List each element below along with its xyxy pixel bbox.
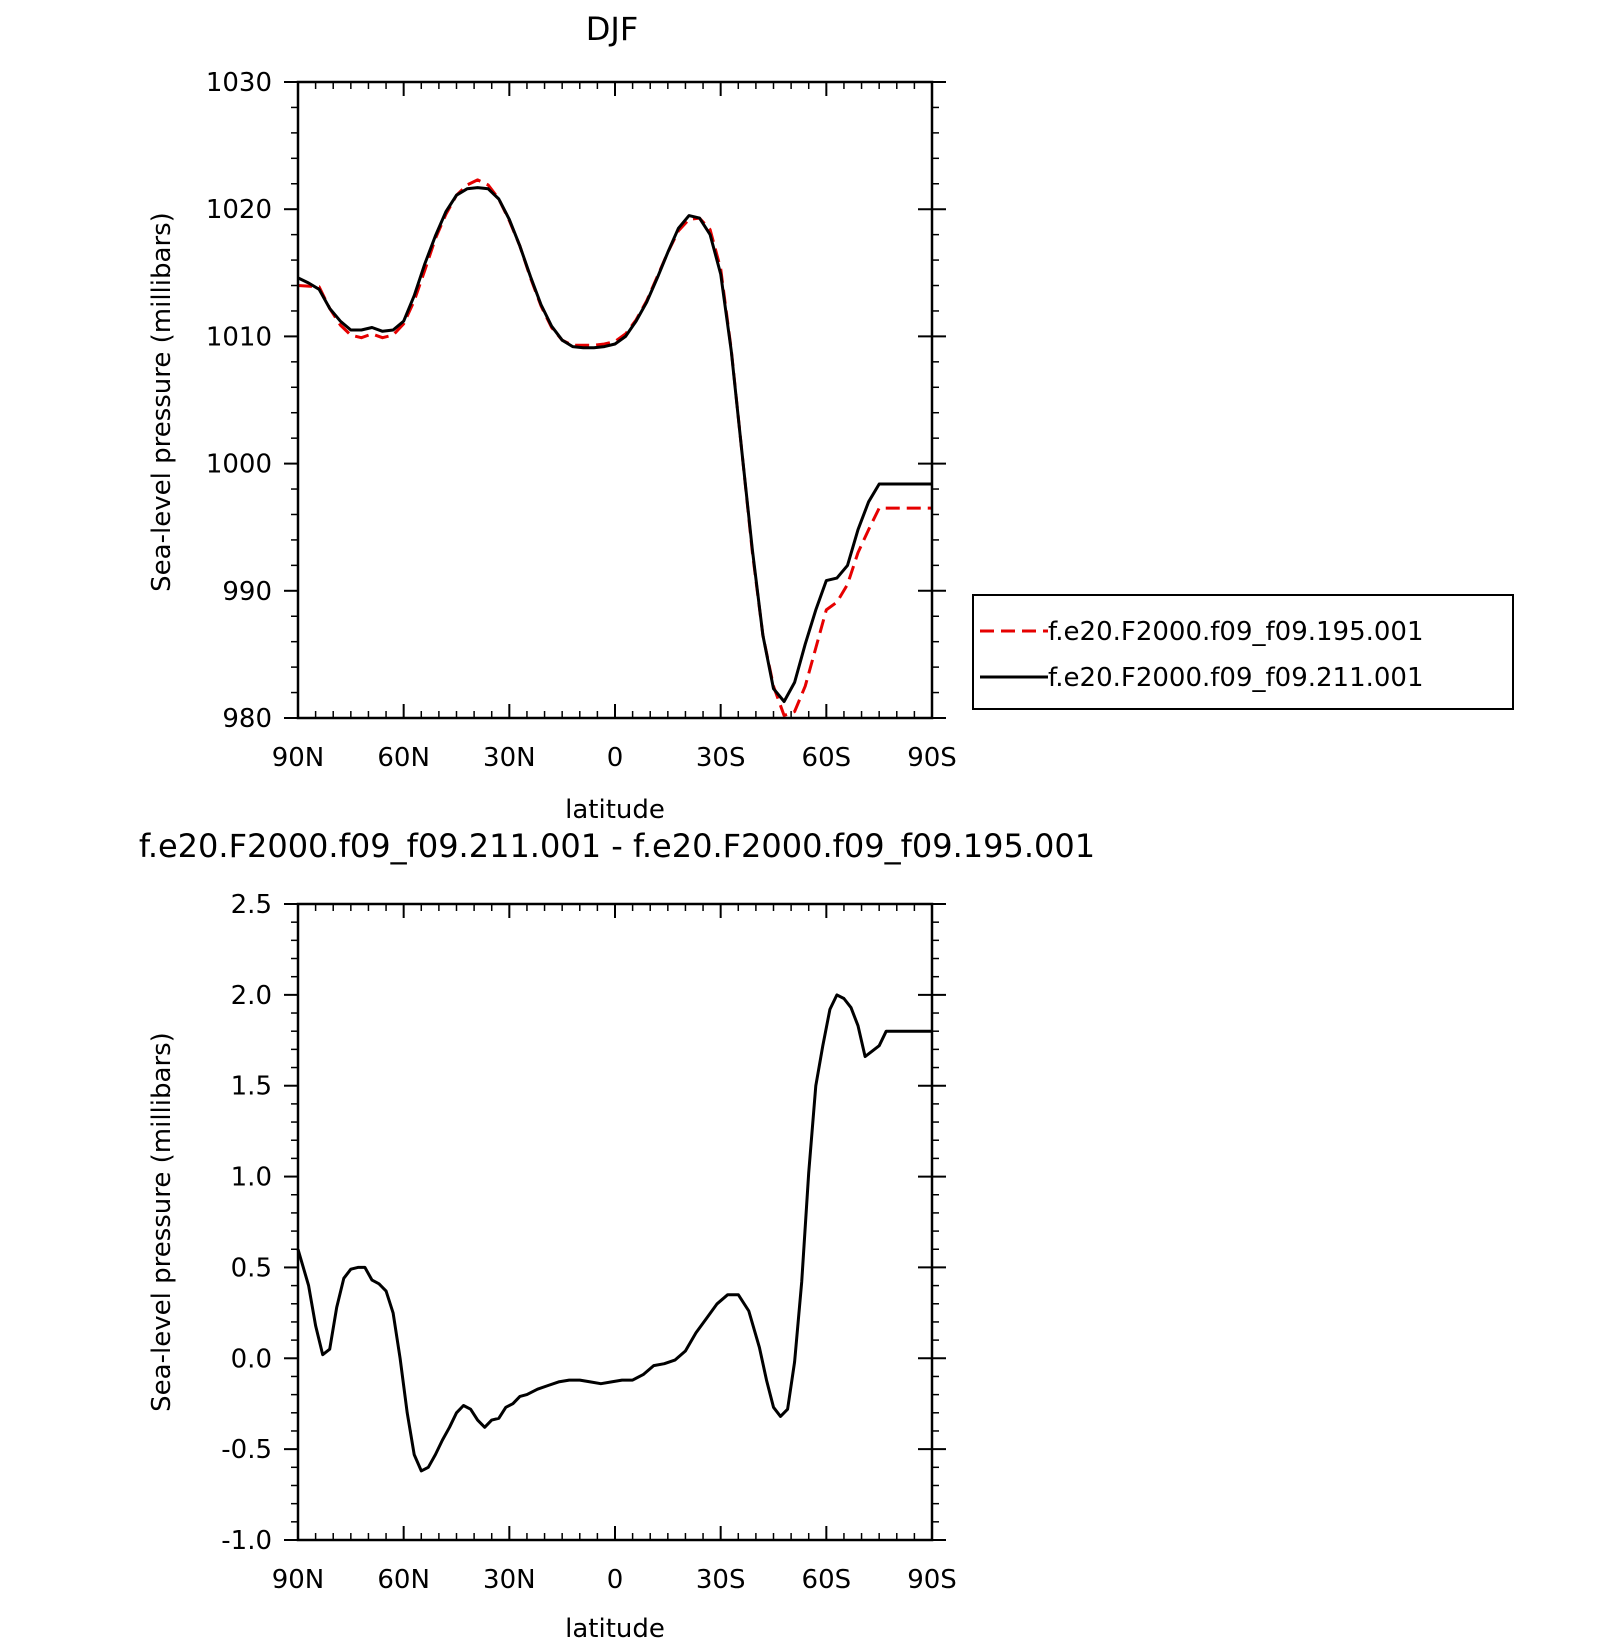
bottom-y-tick-label: 1.0 [231, 1163, 272, 1193]
top-series-line-0 [297, 178, 932, 717]
bottom-y-tick-label: 2.0 [231, 981, 272, 1011]
bottom-x-tick-label: 30N [483, 1565, 536, 1595]
top-ticks [284, 81, 946, 719]
bottom-y-tick-label: 0.0 [231, 1344, 272, 1374]
top-x-tick-label: 60N [377, 743, 430, 773]
top-y-tick-label: 1020 [206, 195, 272, 225]
top-chart-title: DJF [586, 10, 638, 48]
top-x-axis-title: latitude [565, 795, 665, 825]
top-x-tick-label: 30S [696, 743, 746, 773]
legend-label-195: f.e20.F2000.f09_f09.195.001 [1048, 617, 1424, 647]
legend: f.e20.F2000.f09_f09.195.001 f.e20.F2000.… [972, 594, 1514, 710]
top-y-tick-label: 1000 [206, 450, 272, 480]
bottom-y-tick-label: 0.5 [231, 1253, 272, 1283]
bottom-x-tick-label: 90S [907, 1565, 957, 1595]
top-y-tick-label: 990 [222, 577, 272, 607]
bottom-y-tick-label: -0.5 [221, 1435, 272, 1465]
bottom-chart-title: f.e20.F2000.f09_f09.211.001 - f.e20.F200… [139, 827, 1095, 865]
top-y-tick-label: 1010 [206, 322, 272, 352]
bottom-ticks [284, 903, 946, 1541]
top-series-lines [297, 178, 932, 717]
legend-label-211: f.e20.F2000.f09_f09.211.001 [1048, 663, 1424, 693]
top-tick-labels: 90N 60N 30N 0 30S 60S 90S 980 990 1000 1010 1020 103… [206, 68, 957, 773]
top-y-tick-label: 980 [222, 704, 272, 734]
top-x-tick-label: 0 [607, 743, 624, 773]
bottom-series-lines [296, 993, 932, 1473]
top-series-line-1 [297, 186, 932, 703]
bottom-series-line-0 [296, 993, 932, 1473]
bottom-y-axis-title: Sea-level pressure (millibars) [147, 1032, 177, 1412]
bottom-tick-labels: 90N 60N 30N 0 30S 60S 90S -1.0 -0.5 0.0 0.5 1.0 1.5 2… [221, 890, 957, 1595]
bottom-plot-frame [296, 902, 934, 1542]
bottom-x-tick-label: 30S [696, 1565, 746, 1595]
top-y-tick-label: 1030 [206, 68, 272, 98]
bottom-x-tick-label: 0 [607, 1565, 624, 1595]
bottom-y-tick-label: -1.0 [221, 1526, 272, 1556]
top-x-tick-label: 90S [907, 743, 957, 773]
legend-box [972, 594, 1514, 710]
top-panel: DJF Sea-level pressure (millibars) latit… [147, 10, 1514, 825]
bottom-x-tick-label: 60N [377, 1565, 430, 1595]
bottom-x-tick-label: 90N [272, 1565, 325, 1595]
bottom-x-tick-label: 60S [802, 1565, 852, 1595]
bottom-panel: f.e20.F2000.f09_f09.211.001 - f.e20.F200… [139, 827, 1095, 1641]
top-y-axis-title: Sea-level pressure (millibars) [147, 212, 177, 592]
top-x-tick-label: 60S [802, 743, 852, 773]
bottom-x-axis-title: latitude [565, 1614, 665, 1641]
bottom-y-tick-label: 2.5 [231, 890, 272, 920]
top-x-tick-label: 30N [483, 743, 536, 773]
top-x-tick-label: 90N [272, 743, 325, 773]
bottom-y-tick-label: 1.5 [231, 1072, 272, 1102]
top-plot-frame [296, 80, 934, 720]
